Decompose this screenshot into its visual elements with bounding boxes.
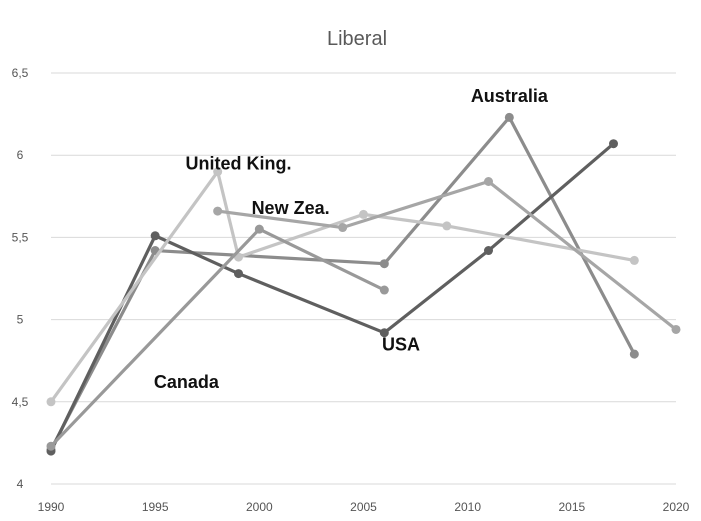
data-point-australia <box>504 112 514 122</box>
x-tick-label: 2005 <box>350 500 377 514</box>
series-usa <box>46 139 618 456</box>
data-point-new-zea <box>484 177 493 187</box>
x-tick-label: 2015 <box>558 500 585 514</box>
series-annotation: USA <box>382 334 420 354</box>
data-point-usa <box>484 246 493 256</box>
series-annotation: New Zea. <box>252 198 330 218</box>
data-point-united-king <box>629 255 639 265</box>
data-point-new-zea <box>338 223 348 233</box>
data-point-united-king <box>46 397 56 407</box>
series-new-zea <box>213 177 681 334</box>
series-annotation: United King. <box>186 153 292 173</box>
data-point-usa <box>379 328 389 338</box>
y-tick-label: 4 <box>17 477 24 491</box>
x-tick-label: 1990 <box>38 500 65 514</box>
data-point-canada <box>254 224 264 234</box>
series-line-united-king <box>49 170 635 403</box>
annotations: Australia United King. New Zea. USA Canada <box>154 86 549 392</box>
chart-title: Liberal <box>327 28 387 50</box>
y-tick-label: 5,5 <box>12 230 29 244</box>
data-point-new-zea <box>213 206 223 216</box>
data-point-canada <box>379 285 389 295</box>
x-tick-label: 2000 <box>246 500 273 514</box>
y-tick-label: 4,5 <box>12 395 29 409</box>
data-point-united-king <box>213 167 223 177</box>
series-group <box>46 112 681 456</box>
x-tick-label: 1995 <box>142 500 169 514</box>
data-point-canada <box>46 441 56 451</box>
series-annotation: Australia <box>471 86 549 106</box>
y-tick-label: 6 <box>17 148 24 162</box>
data-point-usa <box>150 231 160 241</box>
x-tick-label: 2020 <box>663 500 690 514</box>
data-point-australia <box>379 259 389 269</box>
x-tick-label: 2010 <box>454 500 481 514</box>
series-line-usa <box>49 142 615 452</box>
series-canada <box>46 224 389 451</box>
data-point-usa <box>609 139 618 149</box>
series-united-king <box>46 167 639 407</box>
axes: 4 4,5 5 5,5 6 6,5 1990 1995 2000 2005 2010 2015 2020 <box>12 66 690 514</box>
data-point-australia <box>629 349 639 359</box>
data-point-new-zea <box>671 324 681 334</box>
data-point-usa <box>234 269 243 279</box>
y-tick-label: 6,5 <box>12 66 29 80</box>
y-tick-label: 5 <box>17 313 24 327</box>
data-point-united-king <box>442 221 452 231</box>
series-annotation: Canada <box>154 372 220 392</box>
data-point-united-king <box>359 209 368 219</box>
series-line-new-zea <box>217 179 677 331</box>
